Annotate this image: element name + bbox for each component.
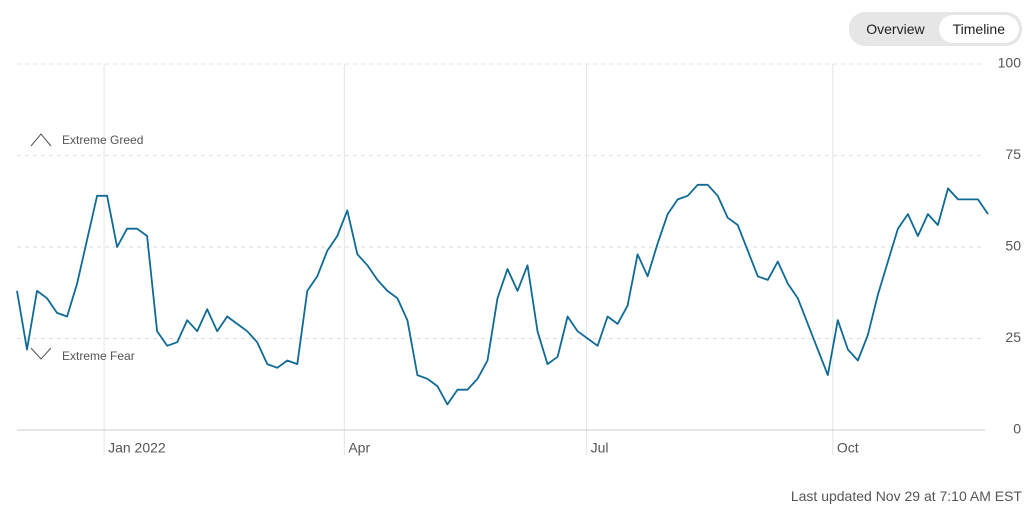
y-tick-label: 25 [1005, 329, 1021, 345]
y-tick-label: 50 [1005, 238, 1021, 254]
overview-button[interactable]: Overview [866, 21, 925, 37]
x-tick-label: Jul [591, 440, 609, 456]
y-tick-label: 0 [1013, 421, 1021, 437]
y-tick-label: 100 [998, 55, 1022, 71]
x-tick-label: Apr [348, 440, 370, 456]
annotation: Extreme Greed [62, 133, 143, 147]
x-tick-label: Jan 2022 [108, 440, 166, 456]
fear-icon [30, 347, 52, 360]
y-tick-label: 75 [1005, 146, 1021, 162]
line-series [16, 183, 989, 406]
view-toggle: Overview Timeline [849, 12, 1022, 46]
timeline-button[interactable]: Timeline [938, 15, 1019, 43]
x-tick-label: Oct [837, 440, 859, 456]
annotation: Extreme Fear [62, 349, 135, 363]
last-updated: Last updated Nov 29 at 7:10 AM EST [790, 488, 1022, 504]
greed-icon [30, 133, 52, 147]
chart: 0 25 50 75 100 Jan 2022 Apr Jul Oct Extreme Greed… [16, 55, 1022, 456]
